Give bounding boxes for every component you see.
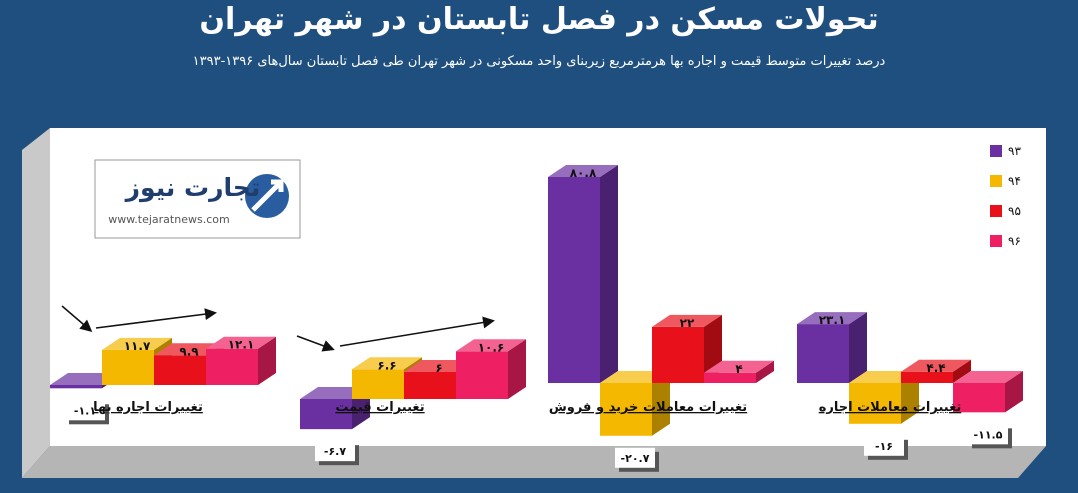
- legend-swatch-1: [990, 175, 1002, 187]
- bar-front-0-0: [50, 385, 102, 389]
- data-label-0-2: ۹.۹: [179, 344, 199, 358]
- bar-top-2-2: [652, 314, 722, 327]
- data-label-box-3-3: [968, 424, 1008, 445]
- logo-arrow-icon: [251, 179, 284, 212]
- bar-side-3-2: [953, 359, 971, 383]
- bar-side-2-1: [652, 371, 670, 436]
- bar-top-3-3: [953, 371, 1023, 383]
- trend-arrow-rent-left: [61, 305, 93, 332]
- bar-top-3-2: [901, 359, 971, 372]
- data-label-box-1-0: [315, 441, 355, 462]
- trend-arrow-price-right: [339, 316, 495, 347]
- data-label-box-0-0: [65, 400, 105, 421]
- legend-label-0: ۹۳: [1008, 144, 1021, 158]
- bar-side-3-1: [901, 371, 919, 424]
- bar-side-3-0: [849, 312, 867, 383]
- data-label-1-3: ۱۰.۶: [478, 340, 505, 354]
- data-label-0-3: ۱۲.۱: [228, 338, 255, 352]
- data-label-3-3: -۱۱.۵: [974, 428, 1003, 441]
- data-label-0-0: -۱.۱: [74, 404, 96, 417]
- bar-side-0-3: [258, 336, 276, 385]
- data-label-1-1: ۶.۶: [377, 358, 396, 372]
- bar-front-1-2: [404, 372, 456, 399]
- bar-top-2-0: [548, 164, 618, 177]
- bar-front-2-2: [652, 326, 704, 383]
- bar-front-3-2: [901, 371, 953, 383]
- legend-swatch-0: [990, 145, 1002, 157]
- legend-label-1: ۹۴: [1008, 174, 1021, 188]
- data-label-3-0: ۲۳.۱: [819, 313, 846, 327]
- logo: تجارت نیوز www.tejaratnews.com: [94, 159, 301, 239]
- bar-side-2-0: [600, 164, 618, 383]
- bar-front-1-1: [352, 369, 404, 399]
- bar-top-3-0: [797, 312, 867, 325]
- data-label-box-2-1: [615, 447, 655, 468]
- bar-front-0-1: [102, 349, 154, 385]
- trend-arrow-price-left: [296, 335, 335, 352]
- data-label-2-3: ۴: [735, 362, 742, 376]
- bar-top-1-1: [352, 357, 422, 370]
- panel-3d-side: [22, 128, 50, 478]
- category-label-2: تغییرات معاملات خرید و فروش: [549, 400, 747, 415]
- data-label-3-1: -۱۶: [875, 440, 893, 453]
- data-label-3-2: ۴.۴: [926, 361, 945, 375]
- bar-top-0-1: [102, 337, 172, 350]
- legend-swatch-3: [990, 235, 1002, 247]
- bar-front-0-3: [206, 348, 258, 385]
- bar-front-0-2: [154, 355, 206, 385]
- category-label-3: تغییرات معاملات اجاره: [819, 400, 962, 415]
- data-label-2-2: ۲۲: [680, 316, 695, 330]
- bar-top-2-3: [704, 360, 774, 373]
- data-label-box-3-1: [864, 435, 904, 456]
- bar-front-2-1: [600, 383, 652, 436]
- trend-arrow-rent-right: [95, 308, 217, 329]
- data-label-1-0: -۶.۷: [324, 445, 346, 458]
- data-label-2-1: -۲۰.۷: [621, 452, 650, 465]
- legend-label-3: ۹۶: [1008, 234, 1021, 248]
- data-label-2-0: ۸۰.۸: [570, 166, 597, 180]
- bar-front-3-3: [953, 383, 1005, 413]
- bar-side-2-3: [756, 360, 774, 383]
- legend-label-2: ۹۵: [1008, 204, 1021, 218]
- bar-front-3-1: [849, 383, 901, 424]
- panel-3d-bottom: [22, 446, 1046, 478]
- bar-front-1-3: [456, 351, 508, 399]
- page-title: تحولات مسکن در فصل تابستان در شهر تهران: [199, 2, 879, 37]
- bar-front-1-0: [300, 399, 352, 430]
- page-subtitle: درصد تغییرات متوسط قیمت و اجاره بها هرمت…: [192, 54, 886, 69]
- bar-front-2-0: [548, 176, 600, 383]
- bar-side-3-3: [1005, 371, 1023, 413]
- legend-swatch-2: [990, 205, 1002, 217]
- bar-top-0-3: [206, 336, 276, 349]
- category-label-1: تغییرات قیمت: [335, 400, 424, 415]
- data-label-0-1: ۱۱.۷: [124, 339, 151, 353]
- logo-url: www.tejaratnews.com: [108, 213, 229, 226]
- data-label-1-2: ۶: [435, 361, 442, 375]
- bar-front-3-0: [797, 324, 849, 383]
- bar-side-1-3: [508, 339, 526, 399]
- category-label-0: تغییرات اجاره بها: [93, 400, 203, 415]
- bar-top-1-3: [456, 339, 526, 352]
- bar-front-2-3: [704, 372, 756, 383]
- logo-name: تجارت نیوز: [124, 173, 261, 203]
